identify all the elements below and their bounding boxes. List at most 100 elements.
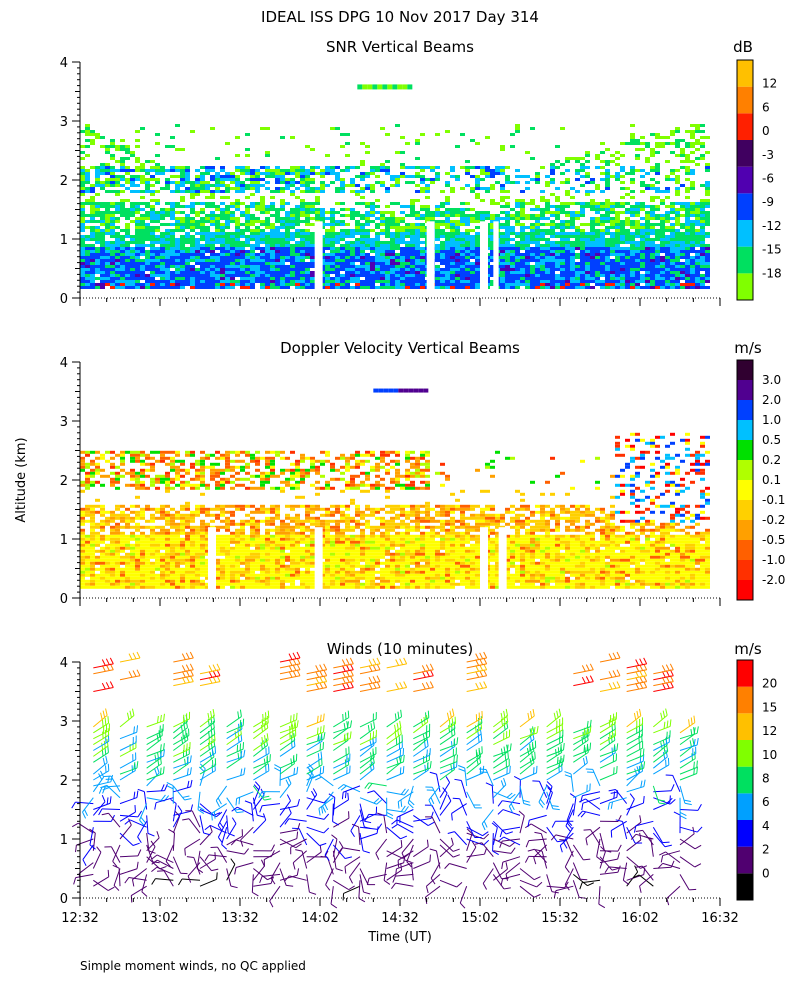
snr-cell bbox=[575, 268, 580, 271]
snr-cell bbox=[550, 178, 555, 181]
snr-cell bbox=[105, 163, 110, 166]
snr-cell bbox=[640, 259, 645, 262]
snr-cell bbox=[165, 202, 170, 205]
snr-cell bbox=[115, 241, 120, 244]
snr-cell bbox=[260, 274, 265, 277]
snr-cell bbox=[355, 286, 360, 289]
snr-cell bbox=[330, 181, 335, 184]
snr-cell bbox=[155, 154, 160, 157]
snr-cell bbox=[595, 283, 600, 286]
snr-cell bbox=[215, 256, 220, 259]
snr-cell bbox=[610, 253, 615, 256]
snr-cell bbox=[220, 178, 225, 181]
snr-cell bbox=[100, 136, 105, 139]
snr-cell bbox=[300, 277, 305, 280]
snr-cell bbox=[525, 253, 530, 256]
snr-cell bbox=[100, 172, 105, 175]
snr-cell bbox=[440, 256, 445, 259]
snr-cell bbox=[470, 241, 475, 244]
snr-cell bbox=[200, 271, 205, 274]
snr-cell bbox=[240, 277, 245, 280]
snr-cell bbox=[445, 226, 450, 229]
snr-cell bbox=[645, 160, 650, 163]
snr-cell bbox=[400, 151, 405, 154]
doppler-cell bbox=[115, 522, 120, 526]
snr-cell bbox=[670, 265, 675, 268]
snr-cell bbox=[90, 220, 95, 223]
snr-cell bbox=[100, 265, 105, 268]
snr-cell bbox=[605, 205, 610, 208]
snr-cell bbox=[155, 283, 160, 286]
snr-cell bbox=[435, 256, 440, 259]
doppler-cell bbox=[165, 450, 170, 454]
snr-cell bbox=[630, 280, 635, 283]
snr-cell bbox=[650, 259, 655, 262]
snr-cell bbox=[620, 265, 625, 268]
snr-cell bbox=[545, 253, 550, 256]
snr-cell bbox=[565, 286, 570, 289]
doppler-cell bbox=[130, 519, 135, 523]
snr-cell bbox=[250, 283, 255, 286]
snr-cell bbox=[380, 166, 385, 169]
doppler-cell bbox=[150, 549, 155, 553]
snr-cell bbox=[185, 220, 190, 223]
snr-cell bbox=[335, 127, 340, 130]
snr-cell bbox=[505, 280, 510, 283]
snr-cell bbox=[350, 229, 355, 232]
snr-cell bbox=[330, 166, 335, 169]
snr-cell bbox=[355, 247, 360, 250]
doppler-cell bbox=[115, 480, 120, 484]
snr-cell bbox=[245, 133, 250, 136]
snr-cell bbox=[210, 253, 215, 256]
snr-cell bbox=[675, 181, 680, 184]
snr-cell bbox=[670, 262, 675, 265]
doppler-cell bbox=[140, 558, 145, 562]
snr-cell bbox=[690, 283, 695, 286]
snr-cell bbox=[90, 262, 95, 265]
snr-cell bbox=[510, 217, 515, 220]
snr-cell bbox=[135, 235, 140, 238]
snr-cell bbox=[590, 199, 595, 202]
snr-cell bbox=[175, 205, 180, 208]
snr-cell bbox=[160, 214, 165, 217]
snr-cell bbox=[145, 244, 150, 247]
snr-cell bbox=[160, 247, 165, 250]
snr-cell bbox=[305, 280, 310, 283]
snr-cell bbox=[140, 166, 145, 169]
snr-cell bbox=[525, 256, 530, 259]
snr-cell bbox=[185, 217, 190, 220]
snr-cell bbox=[95, 172, 100, 175]
snr-cell bbox=[555, 265, 560, 268]
snr-cell bbox=[260, 253, 265, 256]
doppler-cell bbox=[90, 507, 95, 511]
snr-cell bbox=[450, 235, 455, 238]
snr-cell bbox=[120, 145, 125, 148]
snr-cell bbox=[705, 214, 710, 217]
snr-cell bbox=[685, 187, 690, 190]
snr-cell bbox=[355, 211, 360, 214]
snr-cell bbox=[615, 175, 620, 178]
doppler-cell bbox=[85, 480, 90, 484]
snr-cell bbox=[200, 274, 205, 277]
doppler-cell bbox=[185, 507, 190, 511]
snr-cell bbox=[220, 268, 225, 271]
snr-cell bbox=[640, 184, 645, 187]
snr-cell bbox=[120, 268, 125, 271]
snr-cell bbox=[695, 286, 700, 289]
snr-cell bbox=[360, 187, 365, 190]
snr-cell bbox=[395, 268, 400, 271]
snr-cell bbox=[350, 247, 355, 250]
snr-cell bbox=[85, 145, 90, 148]
snr-cell bbox=[90, 211, 95, 214]
snr-cell bbox=[685, 283, 690, 286]
snr-cell bbox=[575, 178, 580, 181]
snr-cell bbox=[270, 208, 275, 211]
snr-cell bbox=[540, 253, 545, 256]
snr-cell bbox=[470, 187, 475, 190]
snr-cell bbox=[280, 265, 285, 268]
snr-cell bbox=[115, 253, 120, 256]
snr-cell bbox=[690, 208, 695, 211]
snr-cell bbox=[400, 274, 405, 277]
doppler-cell bbox=[180, 519, 185, 523]
snr-cell bbox=[115, 238, 120, 241]
